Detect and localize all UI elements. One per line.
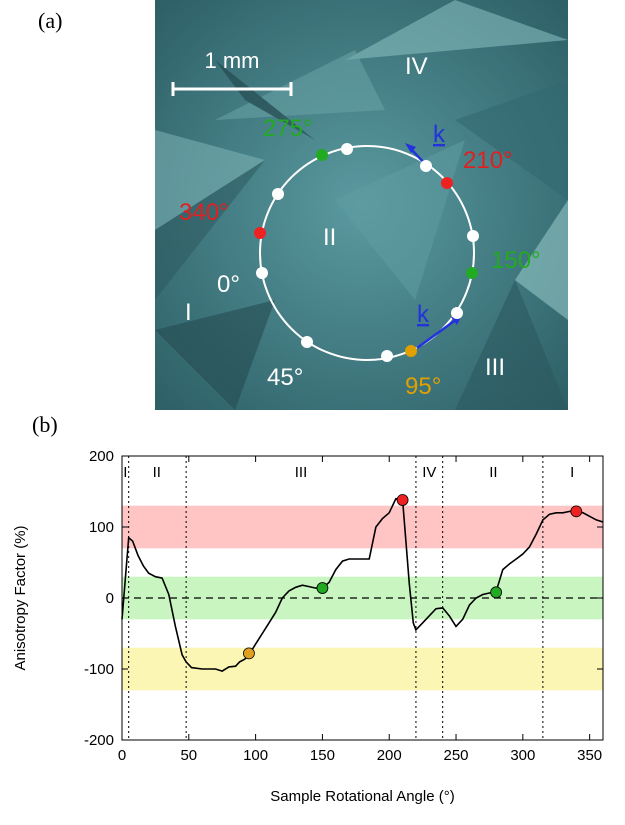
circle-point: [420, 160, 432, 172]
series-line: [121, 497, 604, 672]
wavevector-arrow-bottom: [416, 317, 458, 350]
panel-label-a: (a): [38, 8, 63, 33]
data-marker: [316, 582, 329, 594]
highlight-band: [122, 505, 603, 549]
measurement-circle: [259, 145, 475, 361]
y-axis-label: Anisotropy Factor (%): [12, 525, 29, 670]
angle-label-340: 340°: [179, 199, 229, 226]
angle-label-150: 150°: [491, 247, 541, 274]
region-label: I: [123, 464, 127, 481]
x-tick-label: 100: [243, 747, 268, 764]
y-tick-label: 200: [89, 448, 114, 465]
y-tick-label: -200: [84, 732, 114, 749]
circle-point: [272, 188, 284, 200]
circle-point-95: [405, 345, 417, 357]
circle-point: [381, 350, 393, 362]
region-label-iii: III: [485, 354, 505, 381]
region-label-i: I: [185, 299, 192, 326]
angle-label-95: 95°: [405, 373, 441, 400]
axis-ticks: 0 50 100 150 200 250 300 350 -200 -100 0 100 200: [84, 448, 603, 764]
micrograph-image: 1 mm IV II I III k k 275° 210° 340° 150°…: [155, 0, 568, 410]
x-axis-label: Sample Rotational Angle (°): [270, 788, 454, 805]
x-tick-label: 200: [377, 747, 402, 764]
y-tick-label: 0: [106, 590, 114, 607]
data-marker: [570, 505, 583, 518]
circle-point: [256, 267, 268, 279]
data-markers: [243, 494, 583, 660]
circle-point-150: [466, 267, 478, 279]
angle-label-275: 275°: [263, 115, 313, 142]
y-tick-label: -100: [84, 661, 114, 678]
circle-point-275: [316, 149, 328, 161]
y-tick-label: 100: [89, 519, 114, 536]
x-tick-label: 250: [444, 747, 469, 764]
data-marker: [243, 647, 255, 660]
region-label: II: [153, 464, 161, 481]
region-label: IV: [422, 464, 436, 481]
x-tick-label: 350: [577, 747, 602, 764]
region-label: II: [489, 464, 497, 481]
region-labels: I II III IV II I: [123, 464, 574, 481]
circle-point: [451, 307, 463, 319]
angle-label-0: 0°: [217, 271, 240, 298]
x-tick-label: 0: [118, 747, 126, 764]
circle-point-340: [254, 227, 266, 239]
region-label: I: [570, 464, 574, 481]
region-label-iv: IV: [405, 53, 428, 80]
wavevector-label-bottom: k: [417, 301, 430, 328]
x-tick-label: 300: [510, 747, 535, 764]
circle-point: [467, 230, 479, 242]
angle-label-45: 45°: [267, 364, 303, 391]
scale-bar-label: 1 mm: [205, 48, 260, 73]
region-label: III: [295, 464, 308, 481]
data-marker: [490, 586, 503, 599]
crystal-texture: [155, 0, 568, 410]
panel-label-b: (b): [32, 412, 58, 437]
circle-point: [301, 336, 313, 348]
highlight-band: [122, 647, 603, 691]
circle-point-210: [441, 177, 453, 189]
x-tick-label: 50: [180, 747, 197, 764]
circle-point: [341, 143, 353, 155]
region-label-ii: II: [323, 224, 336, 251]
wavevector-arrowhead-top: [405, 143, 416, 153]
angle-label-210: 210°: [463, 147, 513, 174]
wavevector-label-top: k: [433, 121, 446, 148]
x-tick-label: 150: [310, 747, 335, 764]
data-marker: [396, 494, 409, 506]
